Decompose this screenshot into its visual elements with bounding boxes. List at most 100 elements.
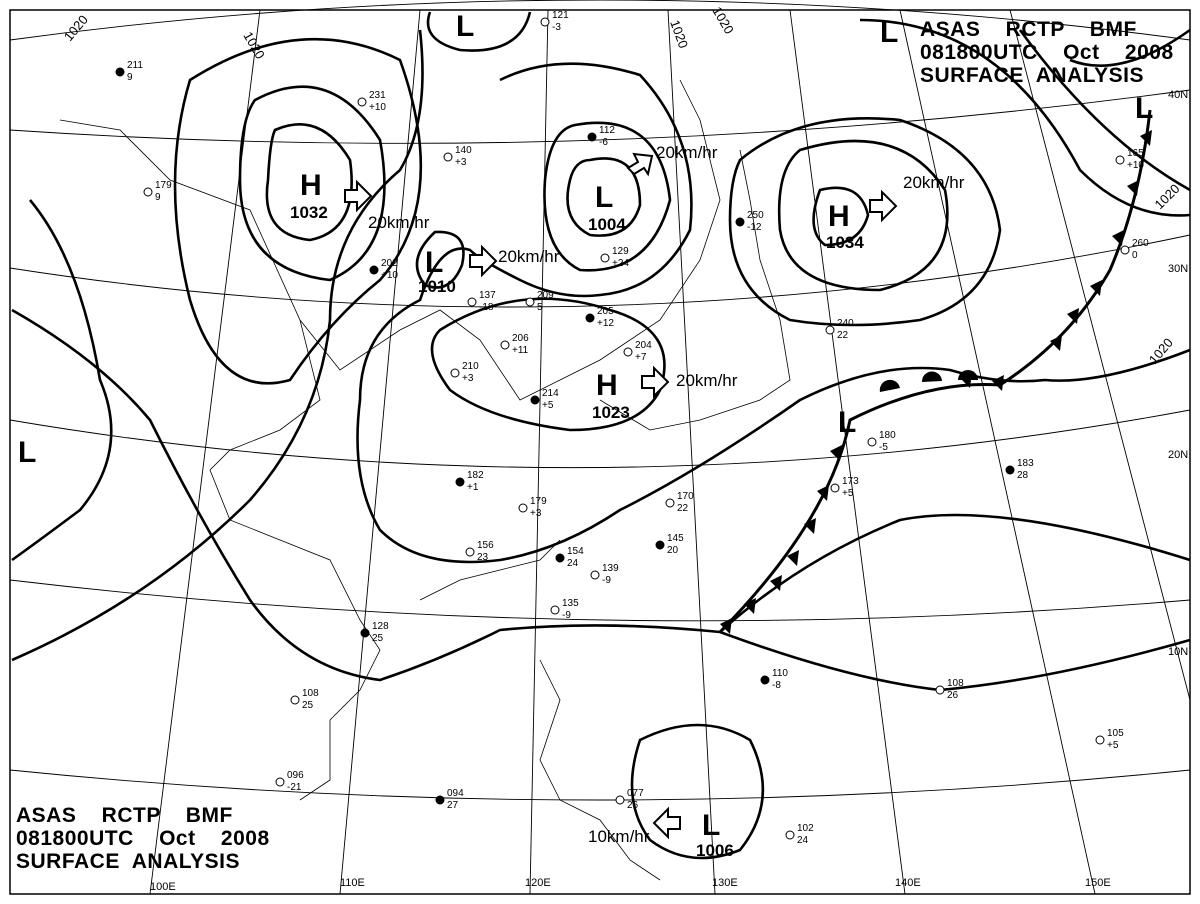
station-value: -21 (287, 782, 302, 793)
lat-label: 20N (1168, 449, 1188, 461)
center-value: 1034 (826, 233, 864, 252)
station-value: -3 (552, 22, 561, 33)
station-plot: 206+11 (500, 333, 529, 356)
station-circle-icon (600, 253, 610, 263)
station-circle-icon (867, 437, 877, 447)
station-pressure: 210 (462, 361, 479, 372)
station-value: 24 (797, 835, 809, 846)
station-pressure: 165 (1127, 148, 1144, 159)
station-circle-icon (590, 570, 600, 580)
station-pressure: 105 (1107, 728, 1124, 739)
isobar-label: 1020 (667, 18, 691, 50)
isobar-label: 1020 (61, 12, 91, 44)
isobar (173, 37, 423, 385)
station-circle-icon (369, 265, 379, 275)
speed-label: 20km/hr (676, 371, 738, 390)
station-plot: 202+10 (369, 258, 398, 281)
station-value: -5 (879, 442, 888, 453)
isobar (719, 513, 1191, 633)
speed-label: 20km/hr (498, 247, 560, 266)
cold-front-triangle-icon (1127, 180, 1139, 196)
station-plot: 121-3 (540, 10, 569, 33)
warm-front-semicircles (879, 370, 978, 392)
station-plot: 110-8 (760, 668, 788, 691)
station-value: -9 (562, 610, 571, 621)
station-pressure: 204 (635, 340, 652, 351)
isobar (238, 85, 386, 282)
isobar (543, 121, 672, 272)
arrow-left-icon (652, 806, 681, 840)
isobar (415, 230, 465, 289)
arrow-right-icon (344, 179, 373, 213)
station-circle-icon (360, 628, 370, 638)
station-value: +5 (842, 488, 854, 499)
station-value: +5 (1107, 740, 1119, 751)
station-pressure: 154 (567, 546, 584, 557)
station-value: +3 (530, 508, 542, 519)
station-pressure: 094 (447, 788, 464, 799)
isobar (859, 18, 1191, 217)
lon-label: 130E (712, 877, 738, 889)
cold-front-triangles (720, 130, 1152, 634)
cold-front-triangle-icon (817, 485, 829, 501)
station-value: -8 (772, 680, 781, 691)
station-value: 24 (567, 558, 579, 569)
station-plot: 214+5 (530, 388, 559, 411)
station-value: +10 (381, 270, 398, 281)
station-circle-icon (450, 368, 460, 378)
station-value: +24 (612, 258, 629, 269)
arrow-up-right-icon (626, 152, 654, 177)
center-value: 1004 (588, 215, 626, 234)
speed-label: 10km/hr (588, 827, 650, 846)
station-value: 5 (537, 302, 543, 313)
station-pressure: 077 (627, 788, 644, 799)
isobar (11, 308, 1191, 692)
station-value: +5 (542, 400, 554, 411)
station-circle-icon (825, 325, 835, 335)
station-value: 28 (1017, 470, 1029, 481)
center-letter: L (425, 246, 443, 279)
isobar-1020 (356, 62, 1191, 564)
isobar-label: 1020 (1152, 181, 1183, 212)
station-value: 27 (447, 800, 459, 811)
station-value: 20 (667, 545, 679, 556)
movement-labels: 20km/hr 20km/hr 20km/hr 20km/hr 20km/hr … (368, 143, 965, 846)
station-pressure: 231 (369, 90, 386, 101)
lon-label: 140E (895, 877, 921, 889)
lat-label: 30N (1168, 263, 1188, 275)
station-circle-icon (785, 830, 795, 840)
station-circle-icon (357, 97, 367, 107)
station-pressure: 211 (127, 60, 143, 71)
station-circle-icon (550, 605, 560, 615)
center-value: 1032 (290, 203, 328, 222)
station-plot: 112-6 (587, 125, 615, 148)
header-line-1: ASAS RCTP BMF (16, 804, 233, 827)
station-circle-icon (1120, 245, 1130, 255)
cold-front-triangle-icon (830, 445, 842, 461)
station-value: 23 (477, 552, 489, 563)
lat-line-50n (9, 0, 1191, 41)
station-circle-icon (143, 187, 153, 197)
lon-line-120e (529, 9, 549, 895)
center-letter: L (456, 10, 474, 43)
isobar (11, 199, 113, 562)
cold-front-triangle-icon (1112, 230, 1124, 246)
header-line-2: 081800UTC Oct 2008 (16, 827, 270, 850)
lon-label: 120E (525, 877, 551, 889)
lon-line-160e (1009, 9, 1191, 701)
station-plot: 173+5 (830, 476, 859, 499)
isobar (426, 11, 532, 52)
graticule-labels: 100E 110E 120E 130E 140E 150E 40N 30N 20… (150, 89, 1188, 893)
station-circle-icon (1005, 465, 1015, 475)
station-plot: 231+10 (357, 90, 386, 113)
station-value: 26 (947, 690, 959, 701)
cold-front-triangle-icon (804, 518, 816, 534)
station-plot: 205+12 (585, 306, 614, 329)
header-line-1: ASAS RCTP BMF (920, 18, 1137, 41)
